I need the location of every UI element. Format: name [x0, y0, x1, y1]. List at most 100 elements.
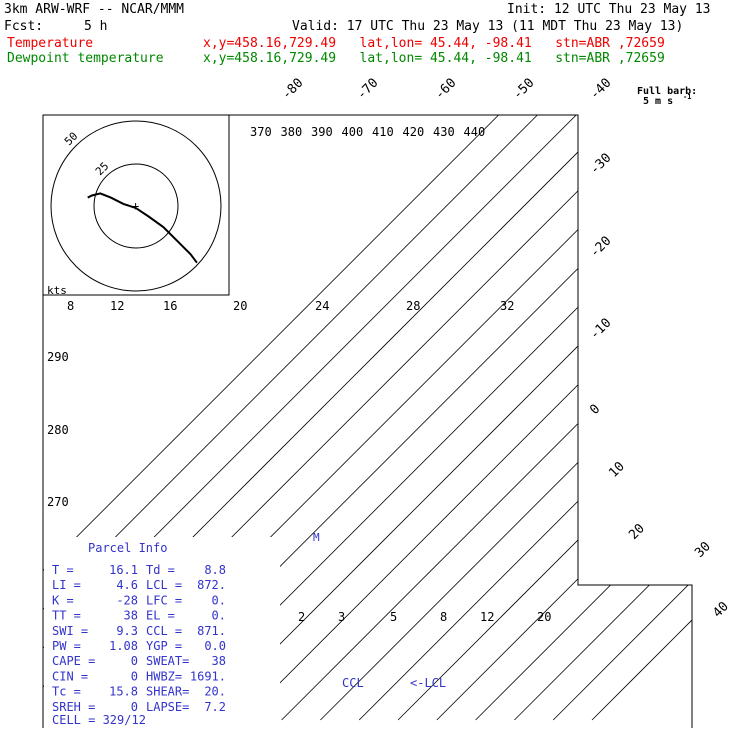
parcel-title: Parcel Info: [88, 541, 167, 555]
parcel-param-label: LFC =: [146, 593, 182, 607]
mixing-ratio-label: 8: [67, 299, 74, 313]
theta-label: 440: [464, 125, 486, 139]
init-time: Init: 12 UTC Thu 23 May 13: [507, 2, 711, 17]
mixing-ratio-label: 20: [233, 299, 247, 313]
mixing-ratio-label: 2: [298, 610, 305, 624]
forecast-label: Fcst:: [4, 19, 44, 34]
isotherm-label: 30: [692, 539, 714, 561]
parcel-param-label: TT =: [52, 609, 81, 623]
isotherm-line: [552, 115, 692, 721]
parcel-param-label: PW =: [52, 639, 81, 653]
parcel-param-label: CCL =: [146, 624, 182, 638]
parcel-param-value: 4.6: [116, 578, 138, 592]
theta-label: 410: [372, 125, 394, 139]
isotherm-line: [203, 115, 692, 721]
mixing-ratio-label: 24: [315, 299, 329, 313]
hodograph-origin: +: [132, 199, 139, 213]
model-title: 3km ARW-WRF -- NCAR/MMM: [4, 2, 185, 17]
mixing-ratio-label: 28: [406, 299, 420, 313]
parcel-param-value: 0.: [212, 609, 226, 623]
parcel-param-value: 16.1: [109, 563, 138, 577]
temperature-legend-label: Temperature: [7, 36, 94, 51]
parcel-param-value: 872.: [197, 578, 226, 592]
theta-label: 280: [47, 423, 69, 437]
m-marker: M: [313, 531, 320, 544]
theta-label: 390: [311, 125, 333, 139]
valid-time: Valid: 17 UTC Thu 23 May 13 (11 MDT Thu …: [292, 19, 684, 34]
isotherm-line: [242, 115, 692, 721]
barb-legend-unit-exponent: -1: [683, 93, 691, 101]
parcel-param-label: CIN =: [52, 669, 88, 683]
ccl-label: CCL: [342, 676, 364, 690]
theta-label: 290: [47, 350, 69, 364]
theta-label: 400: [342, 125, 364, 139]
isotherm-label: -40: [587, 76, 614, 103]
hodograph-trace: [87, 192, 198, 264]
theta-label: 420: [403, 125, 425, 139]
parcel-param-value: -28: [116, 593, 138, 607]
parcel-param-value: 20.: [204, 685, 226, 699]
parcel-param-label: SHEAR=: [146, 685, 189, 699]
parcel-param-value: 38: [124, 609, 138, 623]
parcel-param-label: HWBZ=: [146, 669, 182, 683]
parcel-param-value: 38: [212, 654, 226, 668]
isotherm-label: -30: [587, 151, 614, 178]
mixing-ratio-label: 12: [480, 610, 494, 624]
hodograph-kts-label: kts: [47, 284, 67, 297]
hodograph-ring: [50, 120, 222, 292]
parcel-param-value: 0: [131, 669, 138, 683]
parcel-param-label: CAPE =: [52, 654, 95, 668]
parcel-param-label: SWI =: [52, 624, 88, 638]
isotherm-line: [281, 115, 692, 721]
parcel-param-value: 7.2: [204, 700, 226, 714]
parcel-param-label: Tc =: [52, 685, 81, 699]
barb-legend-value: 5 m s: [643, 96, 673, 107]
isotherm-line: [397, 115, 692, 721]
parcel-param-value: 8.8: [204, 563, 226, 577]
axis-labels: 1002003004005006007008009001000-80-70-60…: [47, 76, 732, 624]
parcel-param-label: LCL =: [146, 578, 182, 592]
isotherm-line: [514, 115, 692, 721]
parcel-param-value: 0: [131, 654, 138, 668]
parcel-param-label: Td =: [146, 563, 175, 577]
parcel-info-panel: Parcel Info T = 16.1 Td = 8.8 LI = 4.6 LCL = 872…: [44, 537, 280, 727]
isotherm-label: -20: [587, 234, 614, 261]
parcel-param-value: 0.0: [204, 639, 226, 653]
hodograph-box: [42, 114, 230, 296]
parcel-param-value: 871.: [197, 624, 226, 638]
parcel-param-value: 0.: [212, 593, 226, 607]
parcel-param-value: 1691.: [190, 669, 226, 683]
theta-label: 370: [250, 125, 272, 139]
parcel-param-label: LAPSE=: [146, 700, 189, 714]
isotherm-line: [320, 115, 692, 721]
isotherm-label: -60: [432, 76, 459, 103]
dewpoint-location: x,y=458.16,729.49 lat,lon= 45.44, -98.41…: [203, 51, 665, 66]
parcel-param-label: LI =: [52, 578, 81, 592]
isotherm-line: [43, 115, 499, 721]
mixing-ratio-label: 5: [390, 610, 397, 624]
temperature-location: x,y=458.16,729.49 lat,lon= 45.44, -98.41…: [203, 36, 665, 51]
hodograph-ring: [93, 163, 179, 249]
parcel-param-label: SREH =: [52, 700, 95, 714]
parcel-param-label: EL =: [146, 609, 175, 623]
parcel-param-label: SWEAT=: [146, 654, 189, 668]
isotherm-line: [436, 115, 692, 721]
mixing-ratio-label: 20: [537, 610, 551, 624]
parcel-param-value: 0: [131, 700, 138, 714]
parcel-param-label: YGP =: [146, 639, 182, 653]
isotherm-label: 0: [587, 402, 603, 418]
theta-label: 270: [47, 495, 69, 509]
lcl-label: <-LCL: [410, 676, 446, 690]
mixing-ratio-label: 32: [500, 299, 514, 313]
theta-label: 430: [433, 125, 455, 139]
dewpoint-legend-label: Dewpoint temperature: [7, 51, 164, 66]
parcel-param-label: T =: [52, 563, 74, 577]
parcel-param-value: 9.3: [116, 624, 138, 638]
isotherm-label: -70: [354, 76, 381, 103]
theta-label: 380: [281, 125, 303, 139]
forecast-hour: 5 h: [84, 19, 108, 34]
isotherm-label: -80: [279, 76, 306, 103]
isotherm-label: 10: [606, 459, 628, 481]
